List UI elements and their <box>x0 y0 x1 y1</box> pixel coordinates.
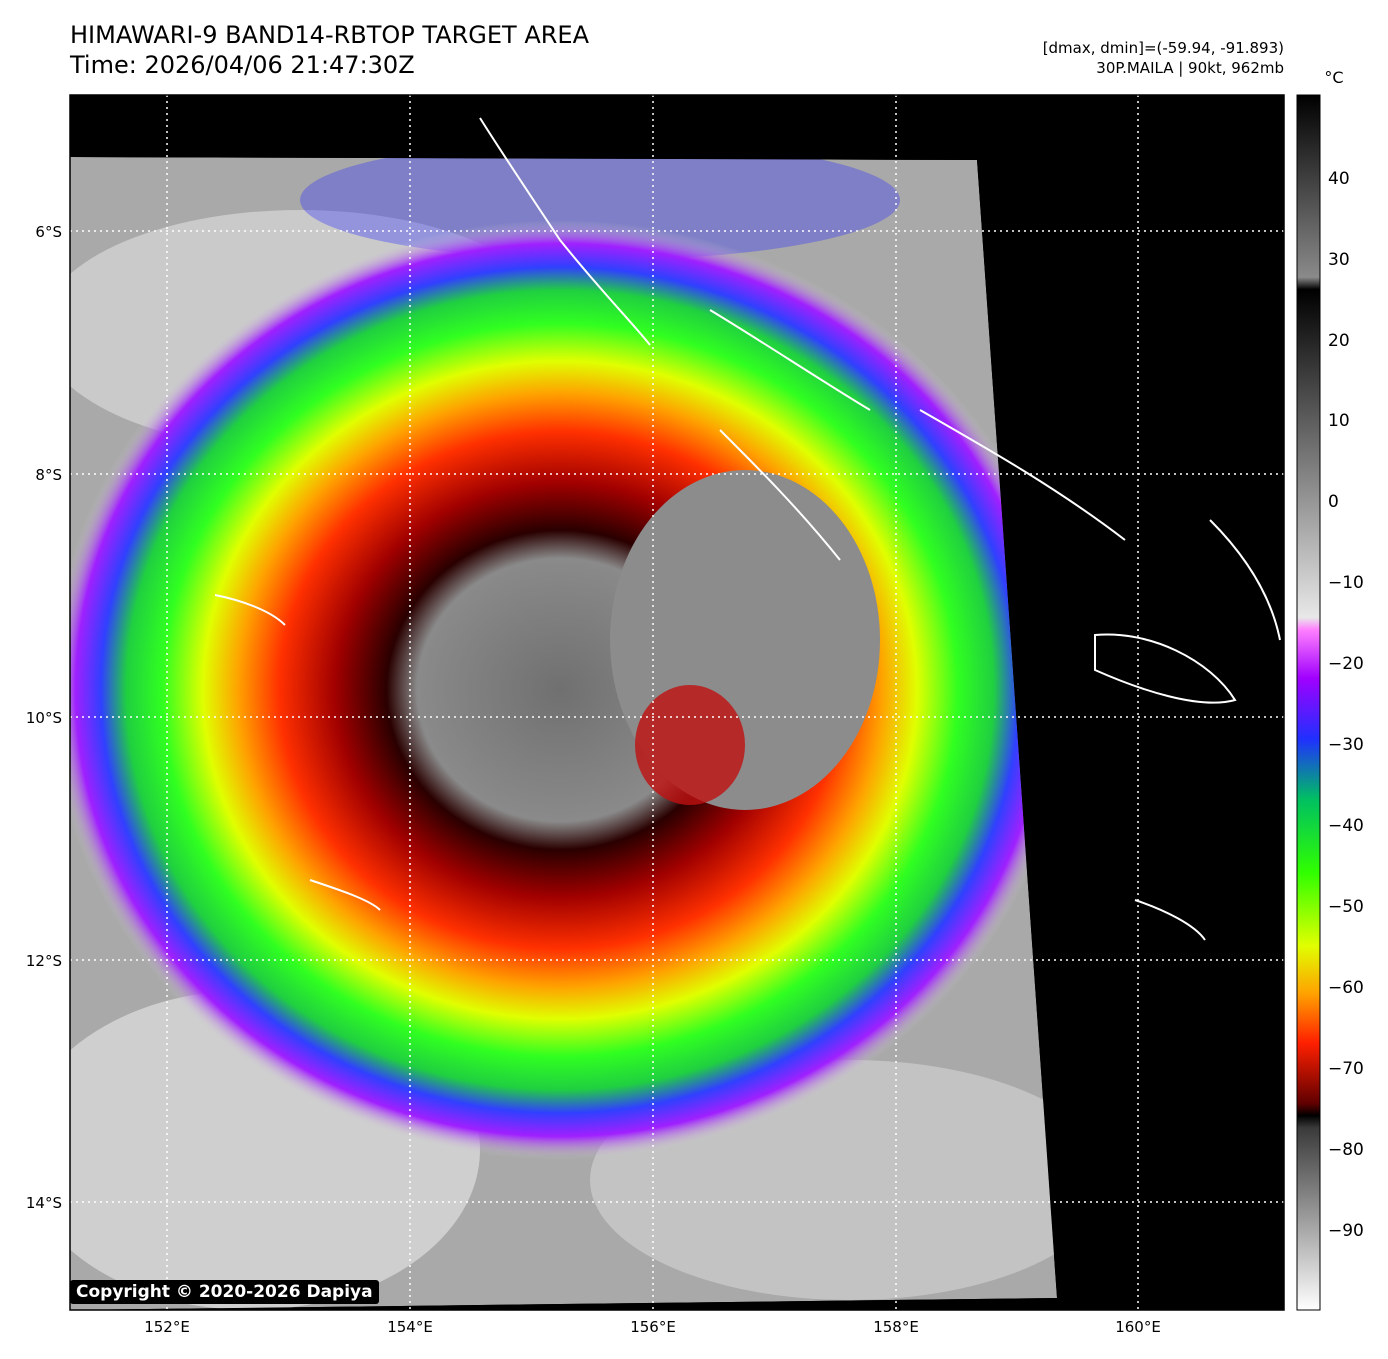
lon-tick-label: 158°E <box>873 1318 919 1336</box>
colorbar-tick: 30 <box>1328 250 1350 270</box>
lat-tick-label: 8°S <box>35 466 62 484</box>
lon-tick-label: 152°E <box>144 1318 190 1336</box>
colorbar-tick: −40 <box>1328 816 1364 836</box>
colorbar-tick: 40 <box>1328 169 1350 189</box>
colorbar-tick: −70 <box>1328 1059 1364 1079</box>
coastlines <box>214 117 1281 941</box>
lat-tick-label: 10°S <box>26 709 62 727</box>
title-line-2: Time: 2026/04/06 21:47:30Z <box>70 51 415 79</box>
colorbar-tick: −80 <box>1328 1140 1364 1160</box>
colorbar-unit: °C <box>1324 68 1343 87</box>
lat-tick-label: 12°S <box>26 952 62 970</box>
colorbar-tick: 0 <box>1328 492 1339 512</box>
colorbar-tick: −90 <box>1328 1221 1364 1241</box>
colorbar-tick: −50 <box>1328 897 1364 917</box>
lat-tick-label: 14°S <box>26 1194 62 1212</box>
satellite-swath <box>70 157 1057 1310</box>
copyright-label: Copyright © 2020-2026 Dapiya <box>70 1280 379 1304</box>
lat-tick-label: 6°S <box>35 223 62 241</box>
colorbar-tick: −60 <box>1328 978 1364 998</box>
lon-tick-label: 160°E <box>1115 1318 1161 1336</box>
colorbar: °C 40 30 20 10 0 −10 −20 −30 −40 −50 −60… <box>1296 68 1364 1311</box>
lon-tick-label: 154°E <box>387 1318 433 1336</box>
info-block: [dmax, dmin]=(-59.94, -91.893) 30P.MAILA… <box>1043 38 1284 78</box>
graticule <box>70 95 1284 1310</box>
dmax-dmin-text: [dmax, dmin]=(-59.94, -91.893) <box>1042 39 1284 57</box>
storm-cloud-shield <box>70 220 1057 1160</box>
title-line-1: HIMAWARI-9 BAND14-RBTOP TARGET AREA <box>70 21 590 49</box>
colorbar-tick: −10 <box>1328 573 1364 593</box>
colorbar-tick: −30 <box>1328 735 1364 755</box>
storm-info-text: 30P.MAILA | 90kt, 962mb <box>1096 59 1284 77</box>
title-block: HIMAWARI-9 BAND14-RBTOP TARGET AREA Time… <box>70 20 589 80</box>
map-frame <box>69 94 1285 1311</box>
colorbar-tick: 20 <box>1328 331 1350 351</box>
colorbar-scale <box>1296 94 1321 1311</box>
colorbar-tick: 10 <box>1328 411 1350 431</box>
colorbar-tick: −20 <box>1328 654 1364 674</box>
lon-tick-label: 156°E <box>630 1318 676 1336</box>
